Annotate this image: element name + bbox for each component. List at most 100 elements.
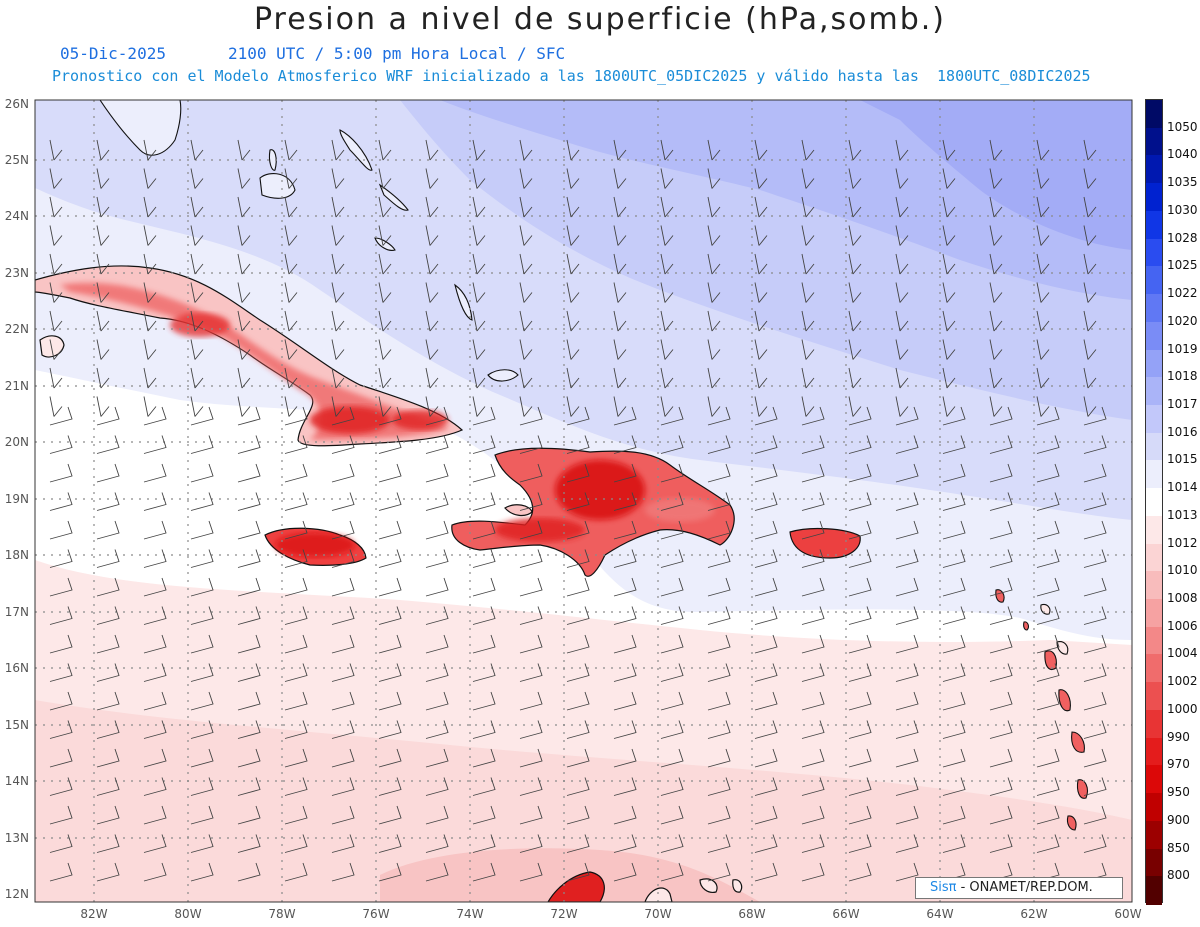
wind-barb	[237, 634, 261, 654]
wind-barb	[1036, 748, 1060, 768]
wind-barb	[801, 748, 825, 768]
wind-barb	[237, 406, 261, 426]
wind-barb	[942, 663, 966, 682]
wind-barb	[989, 310, 1003, 332]
wind-barb	[425, 225, 439, 246]
wind-barb	[190, 339, 204, 360]
wind-barb	[378, 196, 392, 218]
wind-barb	[566, 339, 580, 360]
wind-barb	[895, 339, 909, 360]
longitude-labels: 82W 80W 78W 76W 74W 72W 70W 68W 66W 64W …	[80, 907, 1141, 921]
pressure-band-1010	[35, 700, 1132, 902]
colorbar-swatch	[1146, 599, 1162, 628]
colorbar-label: 1028	[1167, 230, 1198, 245]
wind-barb	[1083, 225, 1097, 246]
wind-barb	[190, 396, 204, 417]
wind-barb	[190, 862, 214, 882]
wind-barbs	[49, 139, 1107, 882]
lon-label: 78W	[268, 907, 295, 921]
wind-barb	[613, 367, 627, 389]
wind-barb	[801, 435, 825, 454]
wind-barb	[1036, 663, 1060, 682]
colorbar-label: 800	[1167, 868, 1190, 883]
wind-barb	[378, 577, 402, 597]
wind-barb	[1036, 720, 1060, 739]
wind-barb	[425, 435, 449, 454]
wind-barb	[331, 606, 355, 625]
wind-barb	[801, 805, 825, 825]
wind-barb	[425, 862, 449, 882]
wind-barb	[989, 777, 1013, 796]
wind-barb	[49, 577, 73, 597]
colorbar-swatch	[1146, 709, 1162, 739]
wind-barb	[707, 463, 731, 483]
colorbar-label: 1004	[1167, 646, 1198, 661]
wind-barb	[848, 606, 872, 625]
colorbar-swatch	[1146, 793, 1162, 822]
colorbar-swatch	[1146, 460, 1162, 490]
wind-barb	[660, 435, 684, 454]
wind-barb	[1036, 492, 1060, 511]
wind-barb	[519, 406, 543, 426]
florida-bahamas	[99, 100, 519, 382]
wind-barb	[1083, 634, 1107, 654]
wind-barb	[707, 549, 731, 568]
wind-barb	[331, 748, 355, 768]
wind-barb	[989, 282, 1003, 303]
wind-barb	[1083, 577, 1107, 597]
wind-barb	[942, 634, 966, 654]
wind-barb	[801, 663, 825, 682]
wind-barb	[989, 634, 1013, 654]
wind-barb	[237, 520, 261, 540]
wind-barb	[284, 492, 308, 511]
wind-barb	[472, 282, 486, 303]
wind-barb	[96, 168, 110, 189]
wind-barb	[801, 720, 825, 739]
wind-barb	[519, 748, 543, 768]
wind-barb	[96, 805, 120, 825]
wind-barb	[425, 834, 449, 853]
wind-barb	[331, 367, 345, 389]
wind-barb	[472, 720, 496, 739]
wind-barb	[942, 777, 966, 796]
wind-barb	[942, 606, 966, 625]
wind-barb	[190, 310, 204, 332]
colorbar-label: 990	[1167, 729, 1190, 744]
wind-barb	[895, 435, 919, 454]
wind-barb	[754, 777, 778, 796]
wind-barb	[660, 253, 674, 275]
wind-barb	[754, 367, 768, 389]
wind-barb	[1083, 367, 1097, 389]
wind-barb	[660, 492, 684, 511]
wind-barb	[1083, 720, 1107, 739]
wind-barb	[378, 663, 402, 682]
colorbar-swatch	[1146, 876, 1162, 905]
wind-barb	[754, 196, 768, 218]
wind-barb	[237, 606, 261, 625]
wind-barb	[895, 463, 919, 483]
wind-barb	[96, 339, 110, 360]
wind-barb	[143, 606, 167, 625]
wind-barb	[284, 139, 298, 161]
wind-barb	[425, 549, 449, 568]
wind-barb	[613, 634, 637, 654]
wind-barb	[989, 339, 1003, 360]
wind-barb	[613, 549, 637, 568]
wind-barb	[143, 862, 167, 882]
wind-barb	[707, 168, 721, 189]
wind-barb	[49, 196, 63, 218]
colorbar-label: 1020	[1167, 313, 1198, 328]
wind-barb	[190, 577, 214, 597]
wind-barb	[331, 805, 355, 825]
wind-barb	[284, 367, 298, 389]
wind-barb	[895, 196, 909, 218]
wind-barb	[331, 139, 345, 161]
wind-barb	[519, 805, 543, 825]
colorbar-label: 1040	[1167, 147, 1198, 162]
wind-barb	[96, 225, 110, 246]
wind-barb	[613, 253, 627, 275]
wind-barb	[284, 663, 308, 682]
wind-barb	[1083, 406, 1107, 426]
wind-barb	[1083, 663, 1107, 682]
wind-barb	[1036, 435, 1060, 454]
